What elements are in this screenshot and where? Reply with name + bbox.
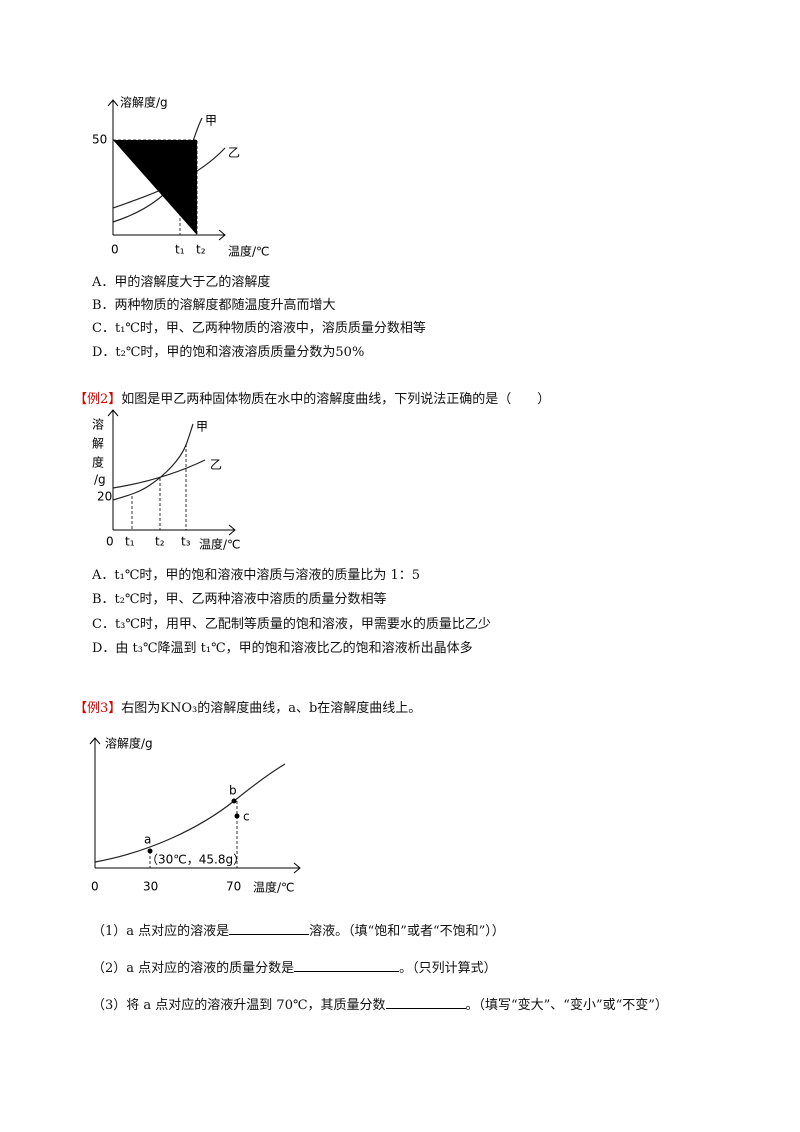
curve-label: 甲 [205, 114, 217, 128]
dash [113, 139, 198, 235]
tick: 30 [143, 880, 158, 894]
question: （2）a 点对应的溶液的质量分数是 。（只列计算式） [92, 957, 497, 976]
axes [107, 409, 236, 536]
option: C．t₃℃时，用甲、乙配制等质量的饱和溶液，甲需要水的质量比乙少 [92, 617, 491, 632]
axis-label: 度 [92, 455, 104, 470]
point [231, 798, 237, 804]
tick: 70 [226, 880, 241, 894]
tag: 【例3】 [74, 701, 122, 716]
stem-text: 右图为KNO₃的溶解度曲线，a、b在溶解度曲线上。 [121, 701, 422, 716]
tick: 0 [106, 535, 114, 549]
option: D．由 t₃℃降温到 t₁℃，甲的饱和溶液比乙的饱和溶液析出晶体多 [92, 641, 473, 656]
annotation: （30℃，45.8g） [146, 853, 245, 867]
curve [112, 459, 206, 489]
tick: t₁ [125, 535, 135, 549]
question-text: 溶液。（填“饱和”或者“不饱和”）） [309, 924, 505, 939]
tick: t₃ [181, 535, 191, 549]
option: A．t₁℃时，甲的饱和溶液中溶质与溶液的质量比为 1：5 [92, 568, 421, 583]
graph-2: 溶 解 度 /g 20 0 t₁ t₂ t₃ 温度/℃ 甲 乙 [92, 409, 241, 552]
tick: 0 [111, 243, 119, 257]
curve-label: 乙 [228, 146, 240, 160]
stem: 【例3】右图为KNO₃的溶解度曲线，a、b在溶解度曲线上。 [74, 697, 421, 716]
axis-label: 溶 [92, 417, 104, 432]
point-label: a [144, 833, 151, 847]
axis-label: /g [94, 473, 106, 487]
curve [112, 423, 194, 501]
axis-label: 温度/℃ [253, 880, 295, 895]
curve [94, 763, 286, 863]
tick: 50 [92, 133, 107, 147]
question-text: 。（只列计算式） [399, 961, 497, 976]
question-text: （3）将 a 点对应的溶液升温到 70℃，其质量分数 [92, 998, 386, 1013]
dash [149, 801, 238, 868]
option: C．t₁℃时，甲、乙两种物质的溶液中，溶质质量分数相等 [92, 321, 426, 336]
blank [385, 996, 466, 1009]
option: B．t₂℃时，甲、乙两种溶液中溶质的质量分数相等 [92, 592, 387, 607]
tick: 20 [97, 490, 112, 504]
stem: 【例2】如图是甲乙两种固体物质在水中的溶解度曲线，下列说法正确的是（ ） [74, 388, 550, 407]
option: A．甲的溶解度大于乙的溶解度 [92, 275, 271, 290]
tick: t₂ [155, 535, 165, 549]
option: D．t₂℃时，甲的饱和溶液溶质质量分数为50% [92, 345, 365, 360]
stem-text: 如图是甲乙两种固体物质在水中的溶解度曲线，下列说法正确的是（ ） [121, 392, 551, 407]
tag: 【例2】 [74, 392, 122, 407]
axis-label: 溶解度/g [105, 736, 153, 751]
point-label: c [243, 810, 250, 824]
point-label: b [229, 784, 237, 798]
tick: 0 [91, 880, 99, 894]
axes [89, 737, 301, 874]
question-text: （2）a 点对应的溶液的质量分数是 [92, 961, 295, 976]
question: （1）a 点对应的溶液是 溶液。（填“饱和”或者“不饱和”）） [92, 920, 505, 939]
question-text: （1）a 点对应的溶液是 [92, 924, 230, 939]
axis-label: 解 [92, 437, 104, 451]
option: B．两种物质的溶解度都随温度升高而增大 [92, 298, 336, 313]
tick: t₂ [196, 243, 206, 257]
axis-label: 温度/℃ [228, 244, 270, 259]
point [147, 848, 153, 854]
axes [107, 99, 226, 241]
graph-1: 溶解度/g 50 0 t₁ t₂ 温度/℃ 甲 乙 [92, 95, 270, 259]
blank [229, 922, 310, 935]
point [234, 813, 240, 819]
dash [131, 444, 187, 530]
blank [294, 959, 400, 972]
axis-label: 温度/℃ [199, 537, 241, 552]
tick: t₁ [175, 243, 185, 257]
graph-3: 溶解度/g a b c （30℃，45.8g） 0 30 70 温度/℃ [89, 736, 301, 895]
question: （3）将 a 点对应的溶液升温到 70℃，其质量分数 。（填写“变大”、“变小”或… [92, 994, 668, 1013]
curve-label: 甲 [196, 420, 208, 434]
curve-label: 乙 [210, 458, 222, 472]
question-text: 。（填写“变大”、“变小”或“不变”） [465, 998, 668, 1013]
axis-label: 溶解度/g [120, 95, 168, 110]
